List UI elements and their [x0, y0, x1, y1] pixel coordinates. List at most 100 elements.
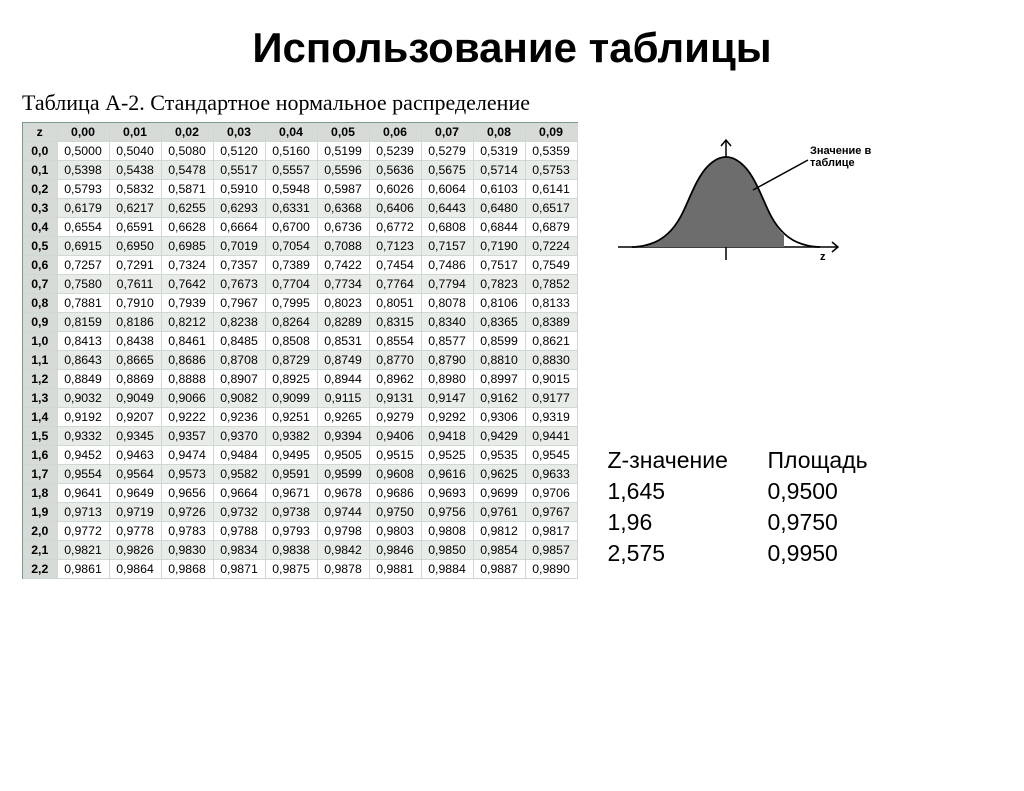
table-cell: 0,9382	[265, 427, 317, 446]
table-cell: 0,8485	[213, 332, 265, 351]
table-cell: 0,9147	[421, 389, 473, 408]
table-cell: 0,9808	[421, 522, 473, 541]
table-cell: 0,6915	[57, 237, 109, 256]
z-table-container: z0,000,010,020,030,040,050,060,070,080,0…	[22, 122, 578, 579]
table-cell: 0,8708	[213, 351, 265, 370]
table-cell: 0,8289	[317, 313, 369, 332]
table-cell: 0,9854	[473, 541, 525, 560]
table-cell: 0,7910	[109, 294, 161, 313]
table-cell: 0,9406	[369, 427, 421, 446]
table-cell: 0,9875	[265, 560, 317, 579]
table-cell: 0,8238	[213, 313, 265, 332]
table-cell: 0,8810	[473, 351, 525, 370]
table-cell: 0,5714	[473, 161, 525, 180]
table-cell: 0,8554	[369, 332, 421, 351]
table-cell: 0,9066	[161, 389, 213, 408]
row-z-value: 0,4	[23, 218, 57, 237]
table-cell: 0,6331	[265, 199, 317, 218]
table-cell: 0,5239	[369, 142, 421, 161]
table-cell: 0,8186	[109, 313, 161, 332]
table-cell: 0,9821	[57, 541, 109, 560]
table-row: 1,30,90320,90490,90660,90820,90990,91150…	[23, 389, 577, 408]
row-z-value: 1,5	[23, 427, 57, 446]
table-cell: 0,8790	[421, 351, 473, 370]
col-header: 0,00	[57, 123, 109, 142]
table-cell: 0,5199	[317, 142, 369, 161]
table-cell: 0,9830	[161, 541, 213, 560]
row-z-value: 2,0	[23, 522, 57, 541]
table-cell: 0,7389	[265, 256, 317, 275]
table-cell: 0,7486	[421, 256, 473, 275]
col-header: 0,05	[317, 123, 369, 142]
value-area: 0,9950	[768, 538, 888, 569]
table-cell: 0,9846	[369, 541, 421, 560]
table-cell: 0,6141	[525, 180, 577, 199]
table-cell: 0,9049	[109, 389, 161, 408]
col-header-area: Площадь	[768, 445, 888, 476]
row-z-value: 0,3	[23, 199, 57, 218]
table-cell: 0,9099	[265, 389, 317, 408]
table-cell: 0,6664	[213, 218, 265, 237]
table-cell: 0,8599	[473, 332, 525, 351]
table-cell: 0,6985	[161, 237, 213, 256]
table-row: 1,40,91920,92070,92220,92360,92510,92650…	[23, 408, 577, 427]
table-cell: 0,7764	[369, 275, 421, 294]
table-cell: 0,6844	[473, 218, 525, 237]
table-cell: 0,6808	[421, 218, 473, 237]
table-cell: 0,7224	[525, 237, 577, 256]
table-cell: 0,7190	[473, 237, 525, 256]
table-cell: 0,7611	[109, 275, 161, 294]
table-cell: 0,9850	[421, 541, 473, 560]
table-cell: 0,9357	[161, 427, 213, 446]
table-cell: 0,8106	[473, 294, 525, 313]
table-cell: 0,9535	[473, 446, 525, 465]
table-cell: 0,9868	[161, 560, 213, 579]
table-cell: 0,9678	[317, 484, 369, 503]
table-cell: 0,9834	[213, 541, 265, 560]
table-cell: 0,9474	[161, 446, 213, 465]
table-cell: 0,5160	[265, 142, 317, 161]
table-cell: 0,8980	[421, 370, 473, 389]
table-cell: 0,8888	[161, 370, 213, 389]
table-cell: 0,7967	[213, 294, 265, 313]
row-z-value: 0,1	[23, 161, 57, 180]
table-cell: 0,5871	[161, 180, 213, 199]
table-cell: 0,6368	[317, 199, 369, 218]
table-row: 1,80,96410,96490,96560,96640,96710,96780…	[23, 484, 577, 503]
table-cell: 0,9878	[317, 560, 369, 579]
table-cell: 0,9441	[525, 427, 577, 446]
table-cell: 0,9686	[369, 484, 421, 503]
table-cell: 0,9306	[473, 408, 525, 427]
table-cell: 0,5000	[57, 142, 109, 161]
table-cell: 0,9871	[213, 560, 265, 579]
table-cell: 0,9332	[57, 427, 109, 446]
row-z-value: 1,4	[23, 408, 57, 427]
value-row: 2,5750,9950	[608, 538, 928, 569]
table-cell: 0,7642	[161, 275, 213, 294]
table-cell: 0,9515	[369, 446, 421, 465]
table-cell: 0,8770	[369, 351, 421, 370]
table-cell: 0,8962	[369, 370, 421, 389]
row-z-value: 1,0	[23, 332, 57, 351]
table-cell: 0,7852	[525, 275, 577, 294]
table-cell: 0,7673	[213, 275, 265, 294]
table-cell: 0,9582	[213, 465, 265, 484]
col-header: 0,01	[109, 123, 161, 142]
table-cell: 0,9484	[213, 446, 265, 465]
value-z: 1,645	[608, 476, 768, 507]
col-header-z: Z-значение	[608, 445, 768, 476]
table-cell: 0,6179	[57, 199, 109, 218]
row-z-value: 1,1	[23, 351, 57, 370]
table-cell: 0,9616	[421, 465, 473, 484]
table-row: 1,20,88490,88690,88880,89070,89250,89440…	[23, 370, 577, 389]
table-cell: 0,9463	[109, 446, 161, 465]
table-cell: 0,7019	[213, 237, 265, 256]
table-cell: 0,6517	[525, 199, 577, 218]
table-cell: 0,5596	[317, 161, 369, 180]
normal-curve-chart: Значение в таблице z	[608, 130, 888, 275]
table-cell: 0,6736	[317, 218, 369, 237]
col-header: 0,03	[213, 123, 265, 142]
table-cell: 0,8051	[369, 294, 421, 313]
table-cell: 0,9345	[109, 427, 161, 446]
table-cell: 0,9207	[109, 408, 161, 427]
